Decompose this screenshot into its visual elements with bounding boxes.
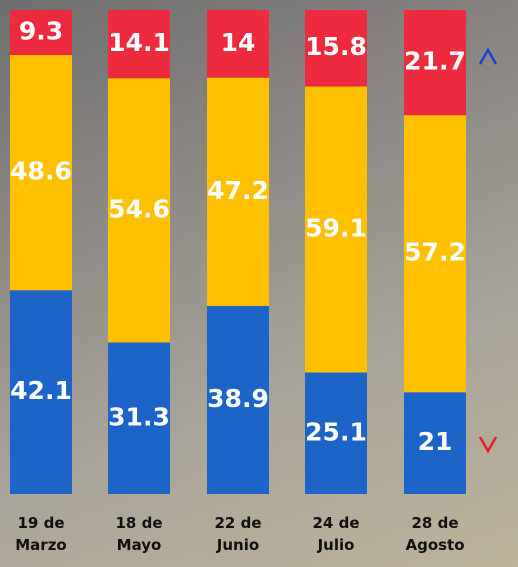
bar-segment	[305, 86, 367, 373]
bar-segment	[207, 77, 269, 306]
value-label: 14.1	[108, 28, 170, 57]
bar-segment	[108, 10, 170, 79]
value-label: 31.3	[108, 402, 170, 431]
bar-segment	[305, 10, 367, 87]
up-arrow	[478, 47, 498, 65]
value-label: 59.1	[305, 213, 367, 242]
value-label: 21	[418, 427, 453, 456]
bar-segment	[305, 372, 367, 494]
bar-segment	[10, 10, 72, 56]
x-tick-label: 22 de Junio	[214, 514, 262, 554]
x-tick-label: 18 de Mayo	[115, 514, 163, 554]
x-tick-label: 19 de Marzo	[15, 514, 67, 554]
bar-segment	[404, 10, 466, 116]
bar-segment	[404, 115, 466, 393]
x-tick-label: 24 de Julio	[312, 514, 360, 554]
value-label: 48.6	[10, 157, 72, 186]
bar-segment	[10, 55, 72, 291]
value-label: 47.2	[207, 176, 269, 205]
bar-segment	[10, 290, 72, 494]
value-label: 54.6	[108, 194, 170, 223]
bar-segment	[404, 392, 466, 494]
value-label: 21.7	[404, 47, 466, 76]
value-label: 14	[221, 28, 256, 57]
value-label: 57.2	[404, 238, 466, 267]
value-label: 38.9	[207, 384, 269, 413]
value-label: 9.3	[19, 17, 63, 46]
value-label: 15.8	[305, 32, 367, 61]
value-label: 42.1	[10, 376, 72, 405]
bar-segment	[108, 342, 170, 494]
bar-segment	[207, 10, 269, 78]
value-label: 25.1	[305, 417, 367, 446]
down-arrow	[478, 436, 498, 454]
x-tick-label: 28 de Agosto	[405, 514, 465, 554]
bar-segment	[207, 305, 269, 494]
bar-segment	[108, 78, 170, 343]
